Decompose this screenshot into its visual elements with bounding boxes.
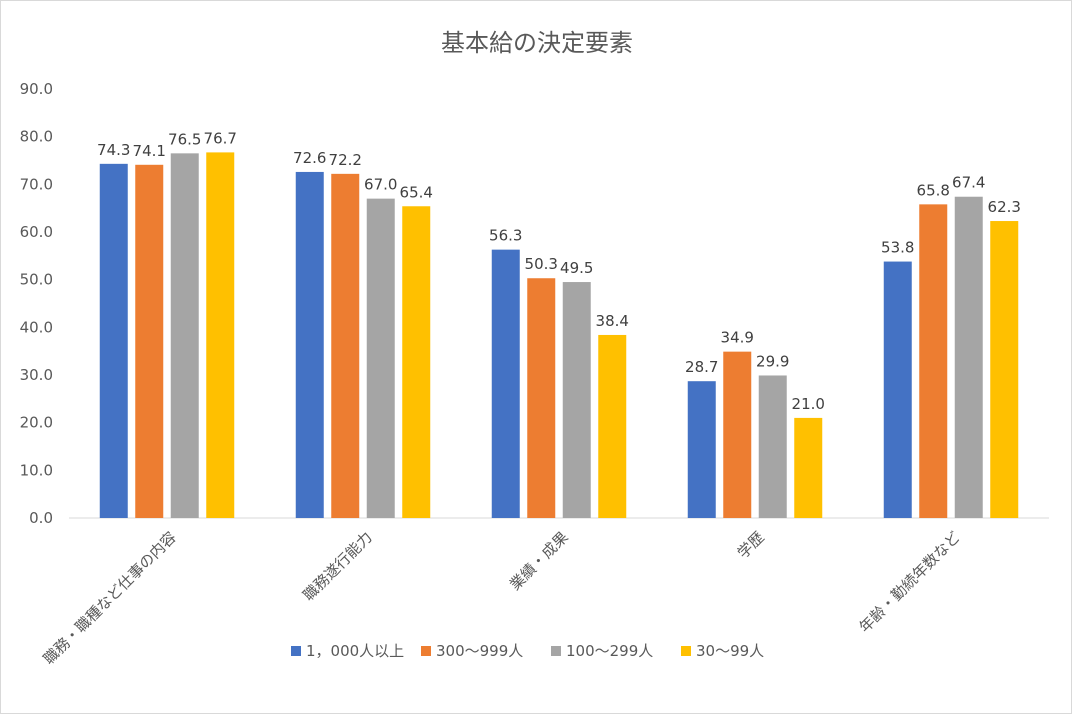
legend-swatch — [551, 646, 561, 656]
bar — [883, 261, 912, 518]
bar — [723, 351, 752, 518]
bars-layer — [99, 152, 1019, 519]
data-labels-layer: 74.3 74.176.5 76.7 72.6 72.267.0 65.4 56.350.3… — [97, 129, 1021, 413]
bar — [598, 334, 627, 518]
data-label: 76.7 — [204, 129, 237, 147]
bar — [491, 249, 520, 519]
bar — [135, 164, 164, 519]
legend-label: 100～299人 — [566, 642, 653, 660]
y-tick-label: 30.0 — [20, 366, 53, 384]
bar — [794, 417, 823, 518]
category-label: 職務・職種など仕事の内容 — [40, 528, 180, 668]
y-tick-label: 60.0 — [20, 223, 53, 241]
data-label: 72.2 — [329, 151, 362, 169]
data-label: 50.3 — [525, 255, 558, 273]
data-label: 65.4 — [400, 183, 433, 201]
legend-label: 30～99人 — [696, 642, 764, 660]
data-label: 28.7 — [685, 358, 718, 376]
bar — [206, 152, 235, 518]
bar — [527, 278, 556, 518]
y-tick-label: 90.0 — [20, 80, 53, 98]
bar — [758, 375, 787, 518]
bar — [687, 381, 716, 518]
y-tick-label: 70.0 — [20, 175, 53, 193]
data-label: 72.6 — [293, 149, 326, 167]
legend: 1，000人以上 300～999人 100～299人 30～99人 — [291, 642, 764, 660]
category-label: 年齢・勤続年数など — [856, 528, 964, 636]
bar — [402, 206, 431, 518]
bar — [954, 196, 983, 518]
data-label: 74.3 — [97, 141, 130, 159]
data-label: 38.4 — [596, 312, 629, 330]
data-label: 67.4 — [952, 174, 985, 192]
bar — [919, 204, 948, 518]
data-label: 21.0 — [792, 395, 825, 413]
data-label: 29.9 — [756, 352, 789, 370]
bar — [295, 171, 324, 518]
bar — [331, 173, 360, 518]
legend-swatch — [681, 646, 691, 656]
data-label: 62.3 — [988, 198, 1021, 216]
bar — [99, 163, 128, 518]
y-tick-label: 20.0 — [20, 414, 53, 432]
legend-swatch — [421, 646, 431, 656]
legend-swatch — [291, 646, 301, 656]
data-label: 74.1 — [133, 142, 166, 160]
axis-layer: 0.0 10.0 20.0 30.0 40.0 50.0 60.0 70.0 80.0 90.0 — [20, 80, 1049, 527]
bar — [366, 198, 395, 518]
chart-title: 基本給の決定要素 — [441, 29, 633, 57]
bar — [562, 282, 591, 518]
y-tick-label: 0.0 — [29, 509, 53, 527]
data-label: 76.5 — [168, 130, 201, 148]
y-tick-label: 10.0 — [20, 461, 53, 479]
bar — [990, 221, 1019, 518]
bar — [170, 153, 199, 518]
data-label: 56.3 — [489, 227, 522, 245]
y-tick-label: 40.0 — [20, 318, 53, 336]
y-tick-label: 50.0 — [20, 271, 53, 289]
legend-label: 1，000人以上 — [306, 642, 404, 660]
category-label: 学歴 — [734, 528, 768, 562]
data-label: 53.8 — [881, 239, 914, 257]
category-label: 業績・成果 — [506, 528, 572, 594]
data-label: 67.0 — [364, 176, 397, 194]
category-label: 職務遂行能力 — [299, 528, 375, 604]
data-label: 34.9 — [721, 329, 754, 347]
data-label: 49.5 — [560, 259, 593, 277]
legend-label: 300～999人 — [436, 642, 523, 660]
y-tick-label: 80.0 — [20, 128, 53, 146]
data-label: 65.8 — [917, 181, 950, 199]
